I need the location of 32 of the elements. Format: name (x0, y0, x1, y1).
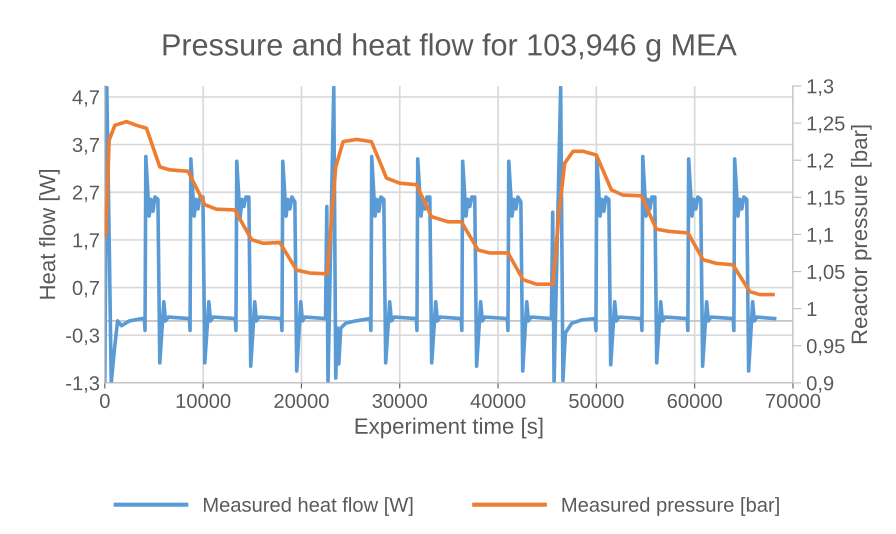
legend-label: Measured heat flow [W] (204, 497, 412, 516)
x-tick-label: 10000 (176, 394, 230, 408)
y2-tick-label: 1,15 (808, 190, 845, 208)
y2-tick-label: 0,95 (806, 339, 845, 356)
x-tick-label: 40000 (470, 394, 526, 408)
y-tick-label: 1,7 (74, 233, 99, 250)
line-series (104, 120, 775, 296)
y2-tick-label: 1,2 (808, 153, 834, 170)
x-tick-label: 60000 (668, 394, 722, 408)
y2-tick-label: 1,25 (808, 116, 845, 133)
x-tick-label: 50000 (569, 394, 624, 408)
y-tick-label: -0,3 (66, 328, 100, 346)
y-tick-label: 4,7 (72, 90, 99, 107)
y2-tick-label: 0,9 (806, 376, 834, 393)
y-tick-label: 0,7 (72, 280, 99, 298)
y-tick-label: 2,7 (72, 185, 99, 202)
y2-axis-title: Reactor pressure [bar] (850, 125, 872, 344)
x-tick-label: 20000 (274, 394, 329, 408)
x-tick-label: 70000 (766, 394, 820, 408)
y2-tick-label: 1,3 (808, 79, 834, 96)
y2-tick-label: 1,1 (808, 228, 834, 244)
x-tick-label: 0 (100, 394, 110, 408)
y-tick-label: -1,3 (66, 376, 100, 393)
legend-label: Measured pressure [bar] (562, 497, 779, 516)
y2-tick-label: 1,05 (808, 264, 845, 282)
x-axis-title: Experiment time [s] (356, 418, 542, 438)
y-tick-label: 3,7 (72, 138, 99, 154)
x-tick-label: 30000 (372, 394, 427, 408)
chart-title: Pressure and heat flow for 103,946 g MEA (164, 33, 737, 62)
line-series (104, 86, 776, 383)
y-axis-title: Heat flow [W] (39, 170, 60, 299)
y2-tick-label: 1 (808, 302, 816, 316)
